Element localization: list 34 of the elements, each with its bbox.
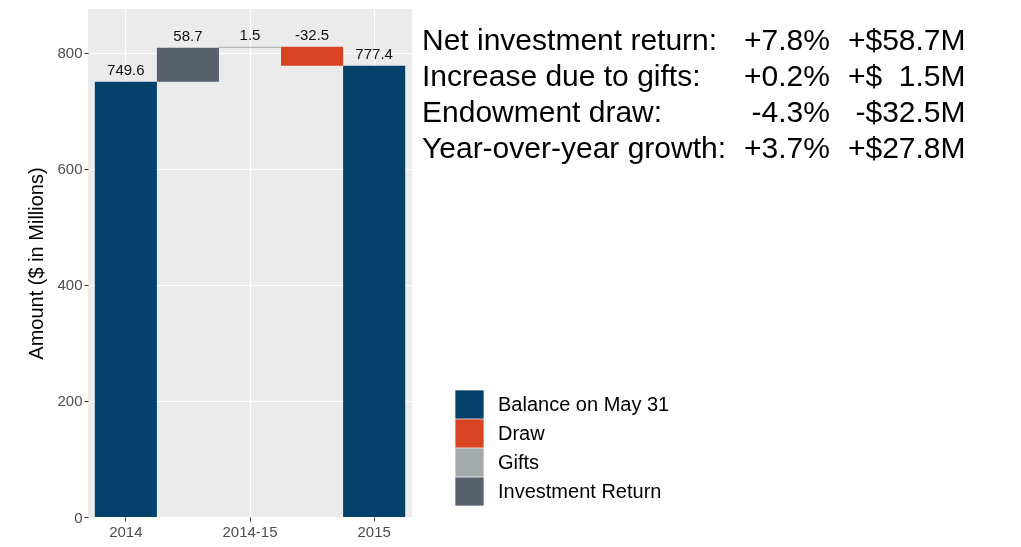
text: +0.2% — [744, 58, 830, 94]
y-tick-label: 200 — [57, 392, 83, 410]
text: Net investment return: — [422, 22, 719, 58]
y-tick-label: 600 — [57, 160, 83, 178]
text: +$27.8M — [847, 130, 966, 166]
bar — [343, 65, 406, 517]
text: Endowment draw: — [422, 94, 664, 130]
x-tick-label: 2014 — [109, 522, 143, 540]
x-tick-label: 2015 — [357, 522, 391, 540]
data-label: 1.5 — [239, 25, 261, 43]
data-label: -32.5 — [294, 25, 330, 43]
y-tick-label: 400 — [57, 276, 83, 294]
text: +3.7% — [744, 130, 830, 166]
text: -$32.5M — [854, 94, 966, 130]
text: -4.3% — [750, 94, 830, 130]
bar — [94, 81, 157, 517]
data-label: 58.7 — [173, 26, 203, 44]
legend-label: Gifts — [498, 450, 540, 473]
y-tick-label: 0 — [74, 508, 83, 526]
y-tick-label: 800 — [57, 44, 83, 62]
text: +$58.7M — [847, 22, 966, 58]
x-tick-label: 2014-15 — [222, 522, 278, 540]
text: +7.8% — [744, 22, 830, 58]
y-axis-title: Amount ($ in Millions) — [25, 167, 48, 360]
legend-label: Investment Return — [498, 479, 662, 502]
text: Increase due to gifts: — [422, 58, 702, 94]
bar — [281, 46, 344, 66]
data-label: 749.6 — [107, 60, 145, 78]
text: +$ 1.5M — [847, 58, 966, 94]
legend-label: Draw — [498, 421, 546, 444]
data-label: 777.4 — [355, 44, 393, 62]
bar — [156, 47, 219, 82]
legend-label: Balance on May 31 — [498, 392, 670, 415]
text: Year-over-year growth: — [422, 130, 727, 166]
